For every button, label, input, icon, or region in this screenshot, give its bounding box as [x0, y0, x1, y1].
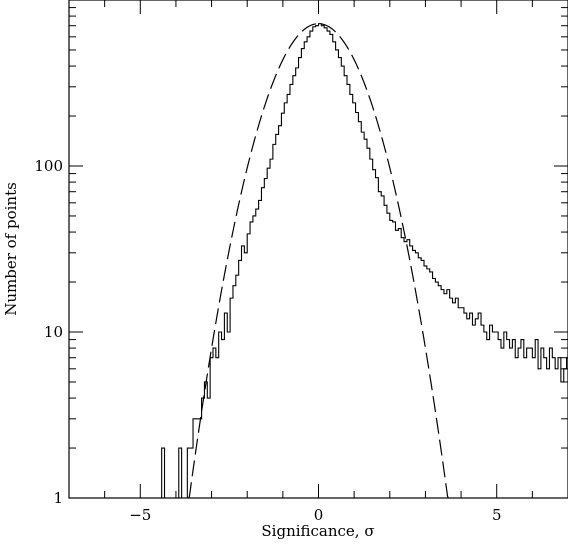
y-axis-label: Number of points [2, 182, 20, 316]
histogram-series [161, 23, 568, 498]
y-tick-label: 1 [53, 489, 63, 507]
data-series [161, 23, 568, 498]
x-tick-label: 0 [314, 506, 324, 524]
x-axis-label: Significance, σ [261, 522, 374, 540]
y-tick-label: 10 [44, 323, 63, 341]
plot-frame [68, 0, 568, 499]
y-tick-label: 100 [34, 157, 63, 175]
tick-labels: −5 0 5 1 10 100 [34, 157, 501, 524]
axis-ticks [68, 0, 568, 499]
x-tick-label: 5 [492, 506, 502, 524]
gaussian-fit-line [188, 23, 449, 498]
x-tick-label: −5 [129, 506, 151, 524]
